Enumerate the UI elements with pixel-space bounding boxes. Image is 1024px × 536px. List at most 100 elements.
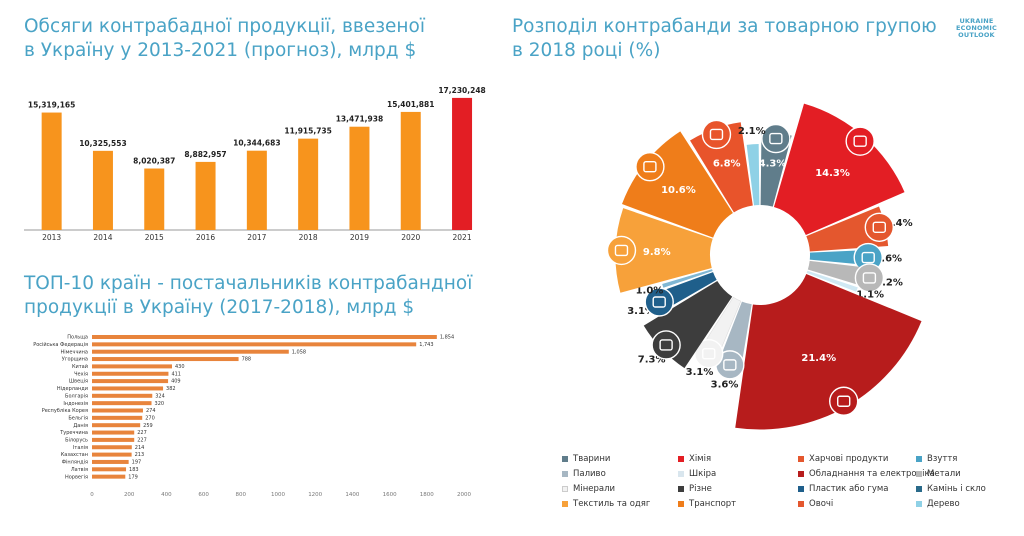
canister-icon-badge [854,263,885,293]
hbar-Білорусь [92,437,135,442]
hbar-value-label: 259 [143,423,153,429]
crystal-icon-glyph [702,347,716,360]
bar-2018 [298,138,319,230]
rose-donut-chart: 4.3% 14.3% 5.4% 2.6% 3.2%1.1% 21.4% 3.6% 3.1% 7.… [606,103,922,430]
hbar-value-label: 1,743 [419,342,433,348]
hbar-Нідерланди [92,386,164,391]
bar-2021 [452,97,473,230]
bar-x-tick-label: 2019 [350,233,369,242]
bar-value-label: 8,020,387 [133,157,175,166]
hbar-category-label: Китай [72,363,88,370]
hbar-category-label: Німеччина [61,349,89,355]
legend-label: Пластик або гума [809,484,889,494]
canister-icon [854,263,885,293]
smartphone-icon [829,386,859,416]
logo-line1: UKRAINE [959,17,994,25]
hbar-value-label: 788 [242,357,252,363]
legend-swatch [916,471,922,477]
grocery-icon [864,212,894,242]
legend-swatch [798,471,804,477]
slice-value-label: 3.1% [686,367,714,378]
legend-item: Мінерали [562,484,678,494]
legend-swatch [916,486,922,492]
legend-label: Транспорт [689,499,737,509]
legend-label: Дерево [927,499,960,509]
canister-icon-glyph [862,272,877,284]
hbar-x-tick-label: 400 [161,492,172,498]
legend-swatch [562,456,568,462]
hbar-value-label: 411 [171,371,181,377]
logo-line2: ECONOMIC [956,24,997,32]
legend-item: Камінь і скло [916,484,996,494]
hbar-Китай [92,364,172,369]
hbar-x-tick-label: 1000 [271,492,285,498]
legend-label: Паливо [573,469,606,479]
slice-value-label: 10.6% [661,185,696,196]
bar-2014 [92,150,113,230]
bar-value-label: 17,230,248 [438,86,485,95]
legend-item: Обладнання та електроніка [798,469,935,479]
pie-legend: Тварини Хімія Харчові продукти Взуття Паливо… [562,454,992,509]
legend-item: Паливо [562,469,678,479]
legend-swatch [798,456,804,462]
legend-swatch [562,486,568,492]
bar-value-label: 11,915,735 [284,127,331,136]
bar-value-label: 13,471,938 [336,115,383,124]
legend-swatch [678,456,684,462]
hbar-Болгарія [92,393,153,398]
slice-Дерево [746,144,760,206]
hbar-Казахстан [92,452,132,457]
dog-icon-glyph [769,132,783,145]
bar-chart-title-line1: Обсяги контрабадної продукції, ввезеної [24,16,425,37]
legend-swatch [678,501,684,507]
slice-Харчові продукти [806,206,889,252]
legend-label: Овочі [809,499,834,509]
slice-value-label: 4.3% [759,159,787,170]
hbar-Польща [92,335,437,339]
legend-swatch [916,456,922,462]
slice-Камінь і скло [806,270,858,292]
bar-chart-title-line2: в Україну у 2013-2021 (прогноз), млрд $ [24,40,417,61]
hbar-x-tick-label: 1200 [308,492,322,498]
bar-2016 [195,161,216,230]
dog-icon [761,123,791,154]
box-icon [651,330,681,360]
hbar-category-label: Норвегія [65,474,88,480]
hbar-category-label: Індонезія [63,401,88,407]
hbar-value-label: 227 [137,438,147,444]
pie-chart-title-line1: Розподіл контрабанди за товарною групою [512,16,937,37]
hbar-category-label: Болгарія [65,393,88,399]
hbar-value-label: 382 [166,386,176,392]
crystal-icon [694,338,724,369]
hbar-value-label: 183 [129,467,139,473]
bar-x-tick-label: 2018 [299,233,318,242]
logo-line3: OUTLOOK [958,31,995,39]
legend-item: Дерево [916,499,996,509]
bag-icon [644,287,674,317]
scooter-icon-badge [635,152,665,182]
bar-x-tick-label: 2014 [93,233,112,242]
hbar-value-label: 409 [171,379,181,385]
hbar-category-label: Польща [67,335,88,341]
pie-chart-title: Розподіл контрабанди за товарною групою … [512,15,937,63]
hbar-category-label: Туреччина [59,430,88,436]
slice-Обладнання та електроніка [735,273,922,430]
slice-value-label: 6.8% [713,158,741,169]
legend-label: Харчові продукти [809,454,889,464]
legend-swatch [916,501,922,507]
slice-value-label: 2.6% [874,254,902,265]
hbar-Норвегія [92,474,126,479]
carrot-icon-glyph [709,128,724,141]
hbar-category-label: Бельгія [68,415,88,421]
donut-hole [711,206,809,304]
legend-swatch [678,471,684,477]
hbar-chart-title: ТОП-10 країн - постачальників контрабанд… [24,272,472,320]
hbar-x-tick-label: 2000 [457,492,471,498]
hbar-value-label: 213 [135,452,145,458]
hbar-x-tick-label: 0 [90,492,94,498]
slice-Текстиль та одяг [615,208,713,293]
legend-swatch [562,471,568,477]
legend-label: Різне [689,484,712,494]
hbar-value-label: 214 [135,445,145,451]
bar-x-tick-label: 2013 [42,233,61,242]
